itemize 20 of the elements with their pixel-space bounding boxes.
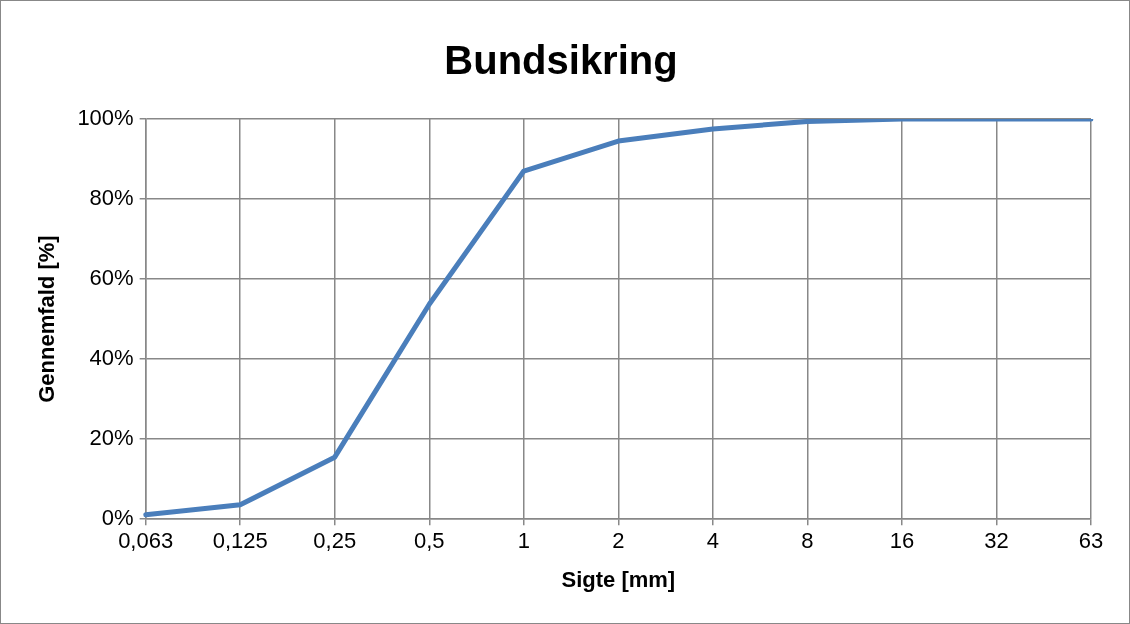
x-tick-label: 8 [801,528,814,554]
y-tick-label: 0% [101,505,134,531]
y-tick-label: 80% [89,185,134,211]
y-tick-label: 100% [77,105,134,131]
x-tick-label: 0,063 [118,528,174,554]
x-tick-label: 0,25 [313,528,357,554]
x-tick-label: 1 [517,528,530,554]
x-tick-label: 2 [612,528,625,554]
y-tick-label: 40% [89,345,134,371]
x-tick-label: 63 [1078,528,1104,554]
x-axis-title: Sigte [mm] [561,566,676,592]
x-tick-label: 32 [984,528,1009,554]
chart-title: Bundsikring [444,38,678,83]
y-axis-title: Gennemfald [%] [34,235,60,403]
x-tick-label: 16 [889,528,915,554]
y-tick-label: 60% [89,265,134,291]
y-tick-label: 20% [89,425,134,451]
x-tick-label: 0,5 [413,528,445,554]
x-tick-label: 0,125 [212,528,268,554]
x-tick-label: 4 [706,528,719,554]
